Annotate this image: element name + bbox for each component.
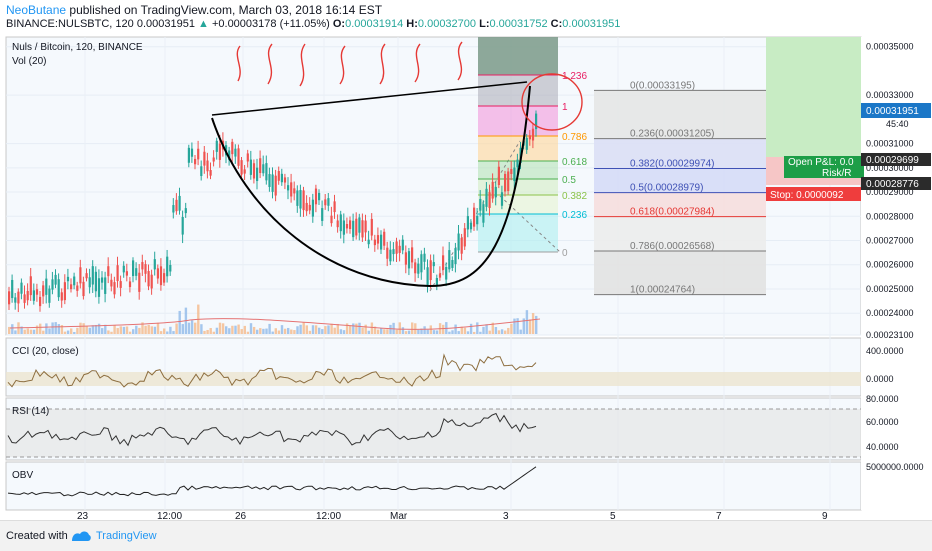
- rsi-label: RSI (14): [12, 406, 49, 417]
- fib-retracement: 0(0.00033195) 0.236(0.00031205) 0.382(0.00…: [594, 80, 766, 296]
- price-change: +0.00003178 (+11.05%): [211, 18, 330, 30]
- rsi-line: [7, 412, 537, 447]
- cci-tick-0: 0.0000: [866, 374, 894, 384]
- marker-value-1: 0.00029699: [866, 155, 919, 166]
- fib-extension-label: 1: [562, 102, 568, 113]
- rsi-band: [6, 409, 861, 457]
- cci-label: CCI (20, close): [12, 346, 79, 357]
- fib-extension-label: 0.382: [562, 191, 587, 202]
- x-tick-label: 9: [822, 511, 828, 520]
- fib-retracement-label: 0.382(0.00029974): [630, 158, 715, 169]
- rsi-tick-60: 60.0000: [866, 417, 899, 427]
- last-price: 0.00031951: [136, 18, 195, 30]
- high-value: 0.00032700: [417, 18, 477, 30]
- y-axis-ticks: 0.00035000 0.00033000 0.00031000 0.00030000…: [866, 42, 914, 340]
- stop-badge: [766, 187, 861, 201]
- pnl-label: Open P&L: 0.0: [788, 157, 854, 168]
- fib-retracement-label: 1(0.00024764): [630, 285, 695, 296]
- published-text: published on TradingView.com, March 03, …: [69, 3, 383, 17]
- volume-label: Vol (20): [12, 56, 46, 67]
- fib-retracement-label: 0.786(0.00026568): [630, 241, 715, 252]
- obv-line: [7, 466, 537, 497]
- y-tick-label: 0.00028000: [866, 211, 914, 221]
- fib-extension-label: 0.786: [562, 132, 587, 143]
- x-tick-label: 12:00: [157, 511, 182, 520]
- x-tick-label: Mar: [390, 511, 408, 520]
- marker-value-2: 0.00028776: [866, 179, 919, 190]
- pnl-badge: [784, 156, 864, 178]
- countdown: 45:40: [886, 119, 909, 129]
- rsi-tick-40: 40.0000: [866, 442, 899, 452]
- created-with-text: Created with: [6, 530, 68, 542]
- y-tick-label: 0.00035000: [866, 42, 914, 52]
- fib-extension-label: 0.236: [562, 210, 587, 221]
- author-link[interactable]: NeoButane: [6, 3, 67, 17]
- chart-title: Nuls / Bitcoin, 120, BINANCE: [12, 42, 143, 53]
- x-tick-label: 12:00: [316, 511, 341, 520]
- close-value: 0.00031951: [562, 18, 621, 30]
- open-label: O:: [332, 18, 346, 30]
- tradingview-logo-icon: [72, 531, 91, 541]
- volume-ma-line: [9, 318, 541, 330]
- y-tick-label: 0.00024000: [866, 308, 914, 318]
- obv-pane[interactable]: [5, 461, 862, 511]
- fib-retracement-label: 0(0.00033195): [630, 80, 695, 91]
- y-tick-label: 0.00030000: [866, 163, 914, 173]
- fib-extension: [429, 37, 561, 292]
- fib-extension-label: 0.618: [562, 157, 587, 168]
- last-price-marker-value: 0.00031951: [866, 106, 919, 117]
- fib-extension-label: 0: [562, 248, 568, 259]
- open-value: 0.00031914: [345, 18, 404, 30]
- chart-header: NeoButane published on TradingView.com, …: [0, 0, 932, 36]
- y-tick-label: 0.00026000: [866, 260, 914, 270]
- cci-line: [7, 353, 537, 388]
- x-tick-label: 7: [716, 511, 722, 520]
- symbol-label: BINANCE:NULSBTC, 120: [6, 18, 134, 30]
- y-tick-label: 0.00027000: [866, 236, 914, 246]
- risk-label: Risk/R: [822, 168, 851, 179]
- marker-badge-1: [861, 153, 931, 166]
- stop-label: Stop: 0.0000092: [770, 190, 844, 201]
- long-position-tool[interactable]: Open P&L: 0.0 Risk/R Stop: 0.0000092: [766, 37, 864, 201]
- y-tick-label: 0.00031000: [866, 139, 914, 149]
- footer: Created with TradingView: [0, 520, 932, 551]
- x-tick-label: 26: [235, 511, 247, 520]
- x-tick-label: 23: [77, 511, 89, 520]
- price-chart[interactable]: 0(0.00033195) 0.236(0.00031205) 0.382(0.00…: [0, 36, 932, 520]
- publish-line: NeoButane published on TradingView.com, …: [6, 3, 382, 17]
- volume-bars: [8, 304, 538, 334]
- up-arrow-icon: ▲: [198, 18, 209, 30]
- cci-band: [6, 372, 861, 386]
- cci-pane[interactable]: [5, 337, 862, 397]
- low-label: L:: [479, 18, 490, 30]
- y-tick-label: 0.00029000: [866, 187, 914, 197]
- y-tick-label: 0.00023100: [866, 330, 914, 340]
- tradingview-link[interactable]: TradingView: [96, 530, 157, 542]
- x-tick-label: 5: [610, 511, 616, 520]
- x-axis-ticks: 23 12:00 26 12:00 Mar 3 5 7 9: [77, 511, 828, 520]
- low-value: 0.00031752: [489, 18, 548, 30]
- fib-retracement-label: 0.5(0.00028979): [630, 183, 703, 194]
- y-tick-label: 0.00025000: [866, 284, 914, 294]
- x-tick-label: 3: [503, 511, 509, 520]
- high-label: H:: [406, 18, 418, 30]
- ohlc-line: BINANCE:NULSBTC, 120 0.00031951 ▲ +0.000…: [6, 18, 620, 30]
- last-price-marker: [861, 103, 931, 118]
- obv-tick: 5000000.0000: [866, 462, 924, 472]
- fib-extension-labels: 1.236 1 0.786 0.618 0.5 0.382 0.236 0: [478, 71, 587, 259]
- obv-label: OBV: [12, 470, 33, 481]
- fib-retracement-label: 0.236(0.00031205): [630, 129, 715, 140]
- cci-tick-400: 400.0000: [866, 346, 904, 356]
- fib-extension-label: 0.5: [562, 175, 576, 186]
- fib-extension-label: 1.236: [562, 71, 587, 82]
- close-label: C:: [550, 18, 563, 30]
- cup-handle-drawing: [211, 41, 583, 288]
- fib-retracement-label: 0.618(0.00027984): [630, 207, 715, 218]
- rsi-tick-80: 80.0000: [866, 394, 899, 404]
- marker-badge-2: [861, 177, 931, 190]
- y-tick-label: 0.00033000: [866, 90, 914, 100]
